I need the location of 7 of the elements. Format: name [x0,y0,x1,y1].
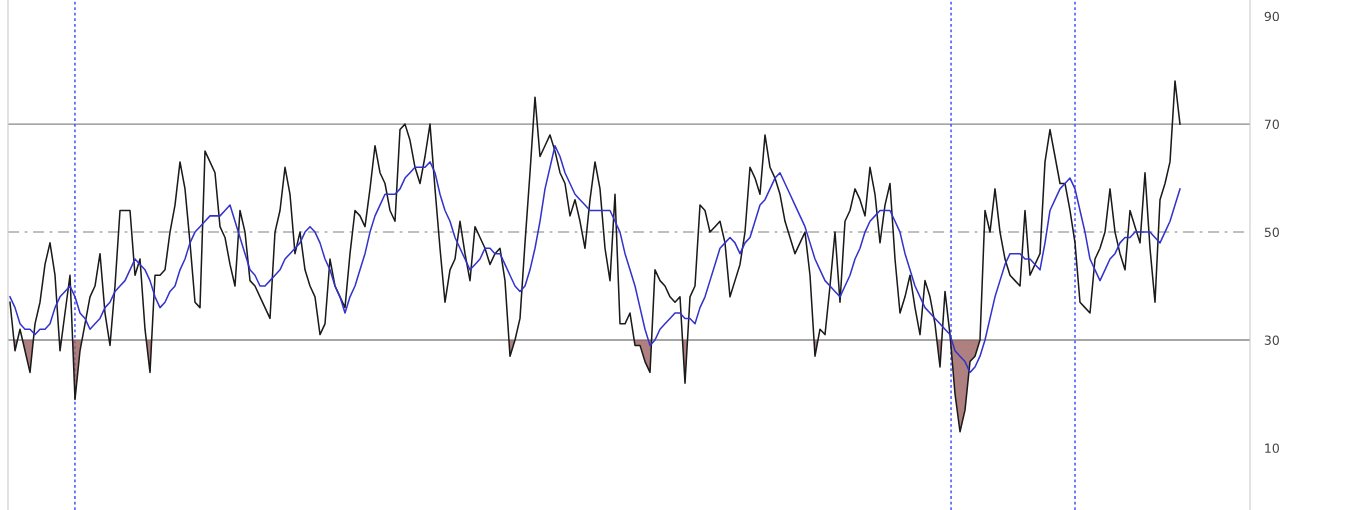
line-series [9,144,1181,374]
line-series [9,80,1181,433]
y-tick-label: 50 [1264,227,1279,237]
y-tick-label: 70 [1264,119,1279,130]
y-tick-label: 90 [1264,11,1279,22]
y-tick-label: 10 [1265,443,1279,453]
y-tick-label: 30 [1264,335,1279,345]
